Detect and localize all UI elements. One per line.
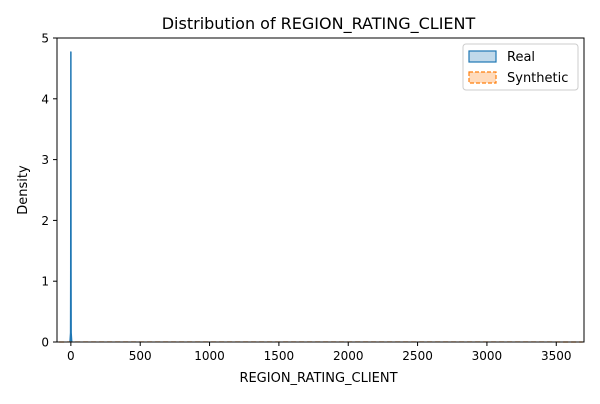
legend-swatch-real <box>469 51 496 62</box>
legend-label-synthetic: Synthetic <box>507 71 568 86</box>
y-tick-label: 4 <box>41 92 49 106</box>
y-tick-label: 5 <box>41 32 49 46</box>
y-tick-label: 1 <box>41 275 49 289</box>
x-tick-label: 2500 <box>402 349 433 363</box>
x-tick-label: 3000 <box>472 349 503 363</box>
x-tick-label: 3500 <box>541 349 572 363</box>
series-real-line <box>70 52 72 342</box>
legend-swatch-synthetic <box>469 72 496 83</box>
legend-label-real: Real <box>507 50 535 65</box>
y-tick-label: 0 <box>41 336 49 350</box>
plot-area <box>59 52 583 342</box>
x-tick-label: 1500 <box>264 349 295 363</box>
legend: Real Synthetic <box>463 44 578 90</box>
y-tick-label: 3 <box>41 153 49 167</box>
x-tick-label: 2000 <box>333 349 364 363</box>
x-tick-label: 500 <box>129 349 152 363</box>
x-tick-label: 0 <box>67 349 75 363</box>
y-axis-label: Density <box>16 165 31 215</box>
y-axis-ticks: 0 1 2 3 4 5 <box>41 32 57 350</box>
y-tick-label: 2 <box>41 214 49 228</box>
x-tick-label: 1000 <box>194 349 225 363</box>
x-axis-ticks: 0 500 1000 1500 2000 2500 3000 3500 <box>67 342 571 363</box>
chart-title: Distribution of REGION_RATING_CLIENT <box>162 14 476 34</box>
x-axis-label: REGION_RATING_CLIENT <box>239 371 397 386</box>
